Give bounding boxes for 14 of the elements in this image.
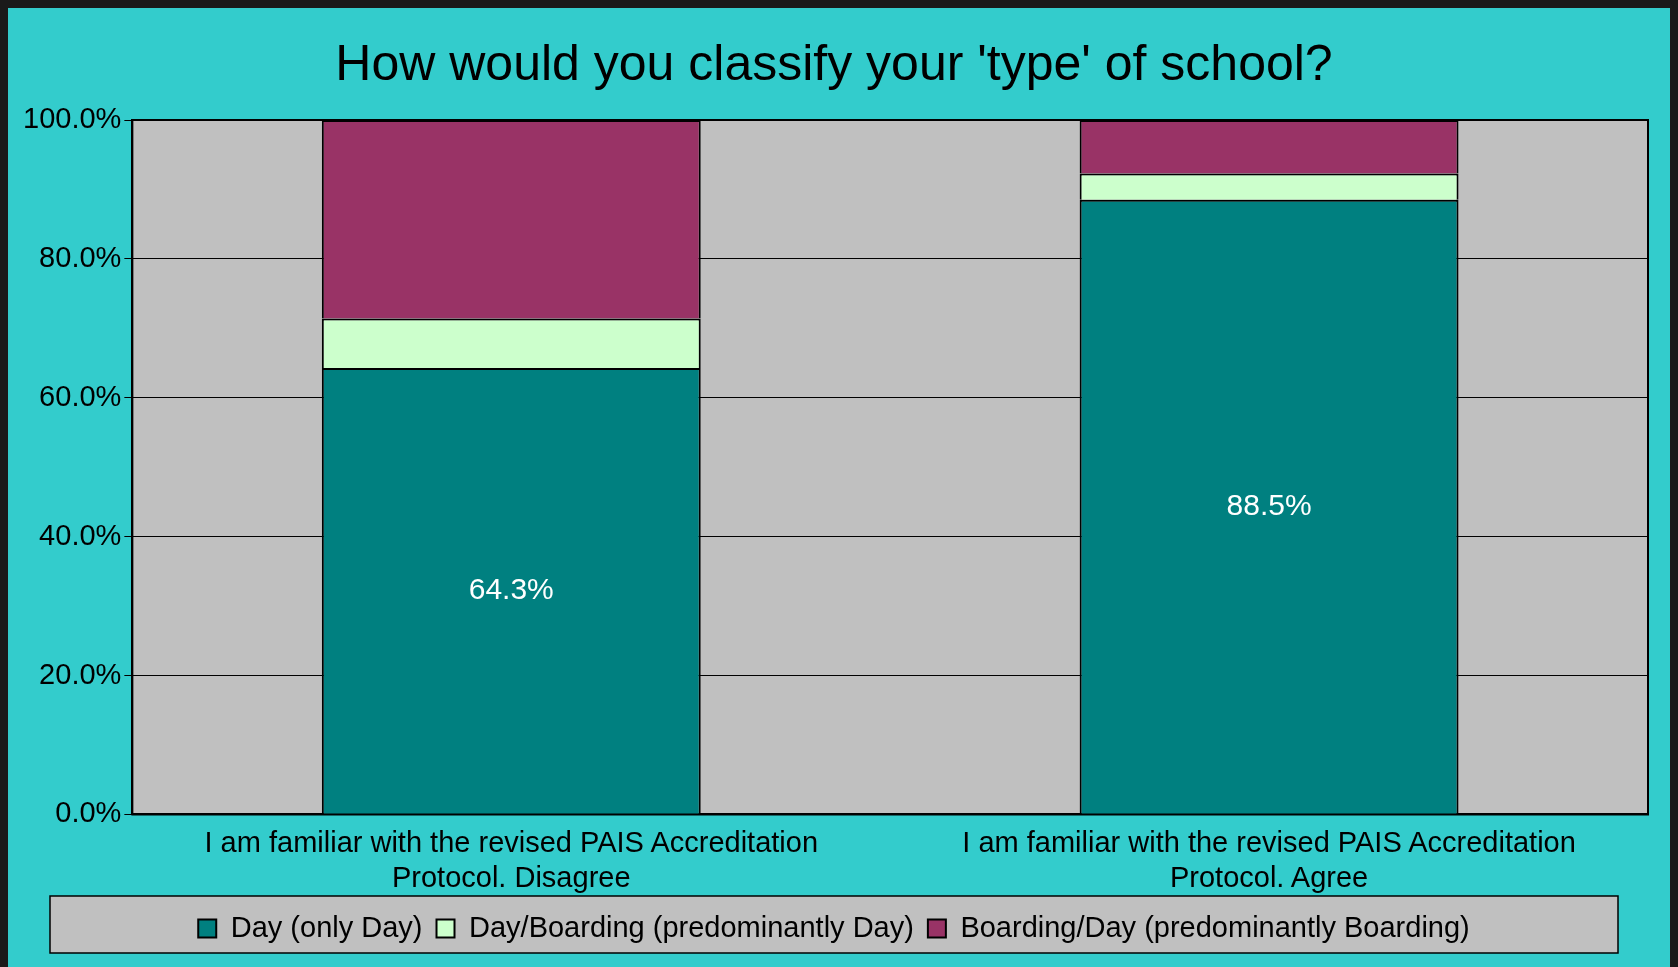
legend-label: Day/Boarding (predominantly Day) [469, 910, 914, 943]
x-tick-label: I am familiar with the revised PAIS Accreditation Protocol. Agree [962, 825, 1576, 893]
y-tick-label: 100.0% [23, 102, 122, 134]
x-tick-label: I am familiar with the revised PAIS Accreditation Protocol. Disagree [204, 825, 819, 893]
y-tick-label: 20.0% [39, 657, 122, 690]
legend-label: Boarding/Day (predominantly Boarding) [960, 910, 1470, 943]
legend-label: Day (only Day) [230, 910, 423, 943]
y-tick-label: 40.0% [39, 518, 122, 551]
y-tick-label: 60.0% [39, 379, 122, 412]
chart-title: How would you classify your 'type' of school? [335, 34, 1333, 91]
data-label: 88.5% [1226, 488, 1312, 522]
data-label: 64.3% [468, 572, 554, 606]
y-tick-label: 0.0% [55, 796, 122, 829]
y-tick-label: 80.0% [39, 240, 122, 273]
